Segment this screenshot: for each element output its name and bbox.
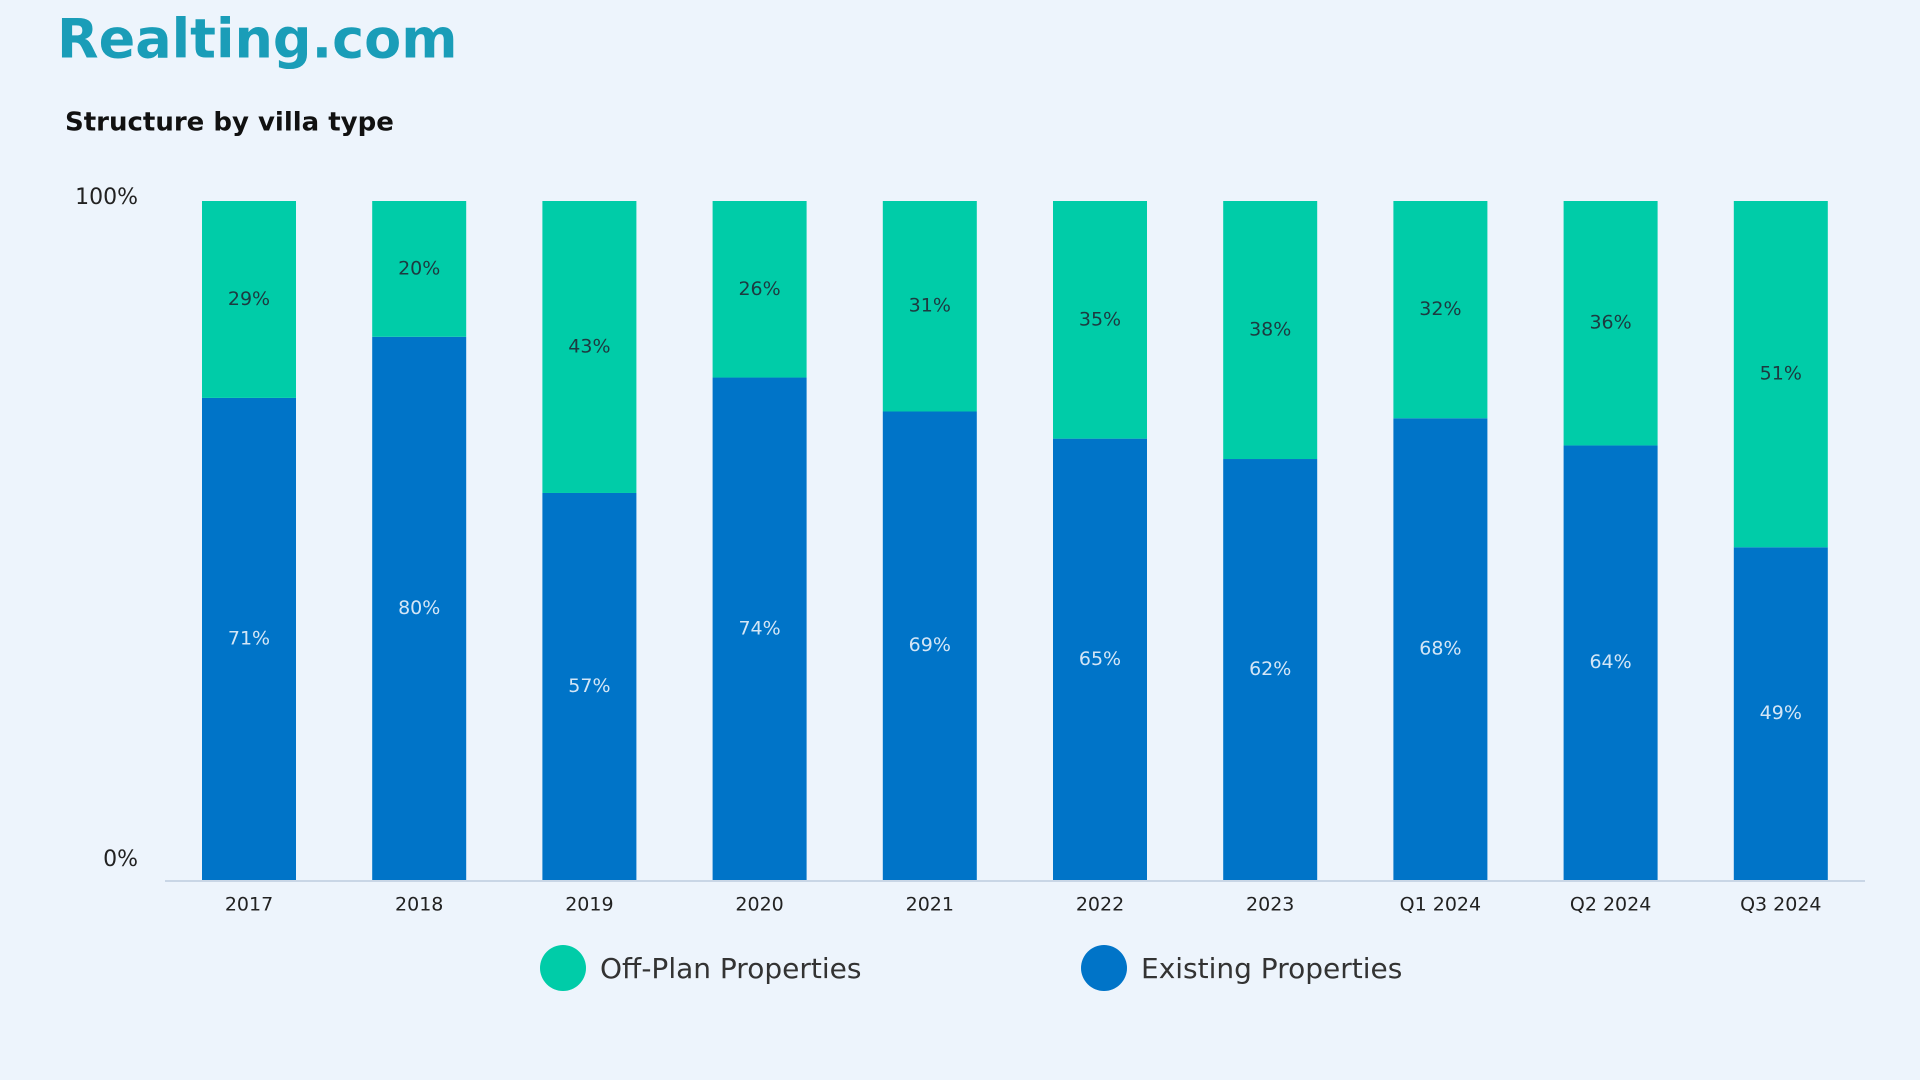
data-label: 57% — [568, 675, 610, 697]
x-tick-label: 2019 — [565, 894, 613, 916]
y-tick-label: 0% — [103, 847, 138, 872]
bar-segment — [202, 201, 296, 398]
data-label: 69% — [909, 634, 951, 656]
bar-segment — [372, 201, 467, 337]
data-label: 51% — [1760, 363, 1802, 385]
data-label: 49% — [1760, 702, 1802, 724]
bar-segment — [1733, 547, 1828, 880]
bar-segment — [542, 492, 637, 880]
data-label: 36% — [1589, 312, 1631, 334]
bar-segment — [1053, 201, 1147, 439]
data-label: 62% — [1249, 658, 1291, 680]
x-tick-label: Q2 2024 — [1570, 894, 1651, 916]
data-label: 74% — [738, 617, 780, 639]
bar-segment — [1393, 418, 1488, 880]
bar-segment — [882, 201, 977, 412]
bar-segment — [202, 397, 296, 880]
data-label: 29% — [228, 288, 270, 310]
x-tick-label: 2017 — [225, 894, 273, 916]
brand-logo: Realting.com — [57, 8, 457, 71]
bar-segment — [1563, 445, 1658, 880]
bar-segment — [1733, 201, 1828, 548]
bar-segment — [712, 377, 807, 880]
data-label: 26% — [738, 278, 780, 300]
bar-segment — [882, 411, 977, 880]
data-label: 32% — [1419, 298, 1461, 320]
x-tick-label: 2018 — [395, 894, 443, 916]
x-tick-label: 2021 — [906, 894, 954, 916]
legend-label: Existing Properties — [1141, 952, 1402, 985]
bar-segment — [372, 336, 467, 880]
data-label: 64% — [1589, 651, 1631, 673]
legend-swatch — [540, 945, 586, 991]
x-tick-label: 2020 — [735, 894, 783, 916]
bar-segment — [1223, 201, 1318, 460]
bar-segment — [542, 201, 637, 493]
bar-segment — [712, 201, 807, 378]
data-label: 65% — [1079, 648, 1121, 670]
data-label: 35% — [1079, 308, 1121, 330]
x-tick-label: 2022 — [1076, 894, 1124, 916]
legend-label: Off-Plan Properties — [600, 952, 861, 985]
legend-swatch — [1081, 945, 1127, 991]
data-label: 68% — [1419, 638, 1461, 660]
x-tick-label: 2023 — [1246, 894, 1294, 916]
x-tick-label: Q1 2024 — [1400, 894, 1481, 916]
x-tick-label: Q3 2024 — [1740, 894, 1821, 916]
data-label: 80% — [398, 597, 440, 619]
data-label: 20% — [398, 257, 440, 279]
bar-segment — [1393, 201, 1488, 419]
data-label: 71% — [228, 627, 270, 649]
chart-title: Structure by villa type — [65, 108, 394, 138]
data-label: 38% — [1249, 319, 1291, 341]
bar-segment — [1223, 459, 1318, 880]
bar-segment — [1563, 201, 1658, 446]
data-label: 31% — [909, 295, 951, 317]
y-tick-label: 100% — [75, 185, 138, 210]
bar-segment — [1053, 438, 1147, 880]
data-label: 43% — [568, 335, 610, 357]
